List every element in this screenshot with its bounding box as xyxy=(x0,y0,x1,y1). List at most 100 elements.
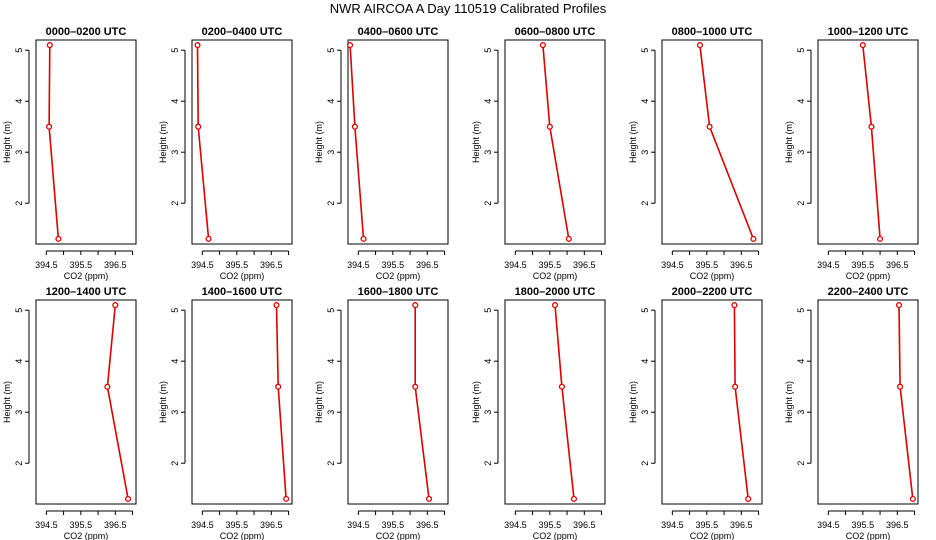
y-tick-label: 5 xyxy=(170,308,180,313)
x-tick-label: 395.5 xyxy=(539,260,562,270)
chart-title: 0400–0600 UTC xyxy=(358,26,439,38)
x-axis-label: CO2 (ppm) xyxy=(690,531,735,540)
chart-title: 1800–2000 UTC xyxy=(515,286,596,298)
y-tick-label: 5 xyxy=(14,308,24,313)
x-tick-label: 395.5 xyxy=(539,520,562,530)
y-tick-label: 5 xyxy=(483,48,493,53)
y-tick-label: 4 xyxy=(796,99,806,104)
y-tick-label: 3 xyxy=(326,150,336,155)
plot-frame xyxy=(191,299,293,505)
x-tick-label: 394.5 xyxy=(35,260,58,270)
profile-line xyxy=(898,305,914,499)
y-tick-label: 5 xyxy=(14,48,24,53)
y-tick-label: 3 xyxy=(14,150,24,155)
y-axis-label: Height (m) xyxy=(158,381,168,423)
x-tick-label: 395.5 xyxy=(382,260,405,270)
y-axis-label: Height (m) xyxy=(628,381,638,423)
y-tick-label: 2 xyxy=(14,201,24,206)
y-tick-label: 2 xyxy=(14,461,24,466)
data-point xyxy=(696,42,703,49)
data-point xyxy=(732,383,739,390)
profile-line xyxy=(349,45,365,239)
data-point xyxy=(55,235,62,242)
x-axis-label: CO2 (ppm) xyxy=(376,531,421,540)
chart-title: 0000–0200 UTC xyxy=(46,26,127,38)
x-axis-label: CO2 (ppm) xyxy=(690,271,735,281)
page-title: NWR AIRCOA A Day 110519 Calibrated Profi… xyxy=(329,1,607,16)
plot-frame xyxy=(35,299,137,505)
data-point xyxy=(877,235,884,242)
profile-line xyxy=(699,45,755,240)
data-point xyxy=(194,42,201,49)
x-tick-label: 396.5 xyxy=(104,260,127,270)
y-tick-label: 4 xyxy=(796,359,806,364)
y-tick-label: 2 xyxy=(483,461,493,466)
profile-line xyxy=(862,45,881,239)
x-tick-label: 395.5 xyxy=(226,260,249,270)
y-tick-label: 5 xyxy=(326,48,336,53)
y-tick-label: 3 xyxy=(170,150,180,155)
x-tick-label: 394.5 xyxy=(347,260,370,270)
y-tick-label: 4 xyxy=(14,359,24,364)
x-tick-label: 394.5 xyxy=(817,520,840,530)
plot-frame xyxy=(347,299,449,505)
x-tick-label: 396.5 xyxy=(730,260,753,270)
profile-line xyxy=(554,305,575,499)
data-point xyxy=(745,495,752,502)
x-tick-label: 396.5 xyxy=(573,520,596,530)
y-axis-label: Height (m) xyxy=(2,381,12,423)
plot-frame xyxy=(661,299,763,505)
y-tick-label: 3 xyxy=(326,410,336,415)
y-tick-label: 4 xyxy=(170,99,180,104)
x-axis-label: CO2 (ppm) xyxy=(64,531,109,540)
y-tick-label: 2 xyxy=(170,461,180,466)
y-tick-label: 3 xyxy=(796,410,806,415)
data-point xyxy=(46,42,53,49)
data-point xyxy=(546,123,553,130)
chart-title: 1000–1200 UTC xyxy=(828,26,909,38)
data-point xyxy=(425,495,433,502)
data-point xyxy=(412,302,419,309)
y-tick-label: 2 xyxy=(483,201,493,206)
x-tick-label: 394.5 xyxy=(661,260,684,270)
y-axis-label: Height (m) xyxy=(314,121,324,163)
x-tick-label: 395.5 xyxy=(70,260,93,270)
x-axis-label: CO2 (ppm) xyxy=(64,271,109,281)
plot-frame xyxy=(504,299,606,505)
data-point xyxy=(558,383,565,390)
profile-line xyxy=(196,45,210,239)
data-point xyxy=(360,235,367,242)
x-tick-label: 395.5 xyxy=(70,520,93,530)
data-point xyxy=(351,123,358,130)
x-tick-label: 395.5 xyxy=(852,260,875,270)
x-tick-label: 396.5 xyxy=(886,260,909,270)
x-tick-label: 396.5 xyxy=(573,260,596,270)
chart-title: 1200–1400 UTC xyxy=(46,286,127,298)
chart-title: 1600–1800 UTC xyxy=(358,286,439,298)
y-tick-label: 2 xyxy=(640,201,650,206)
x-axis-label: CO2 (ppm) xyxy=(533,531,578,540)
y-axis-label: Height (m) xyxy=(2,121,12,163)
x-tick-label: 394.5 xyxy=(504,520,527,530)
chart-title: 2000–2200 UTC xyxy=(672,286,753,298)
data-point xyxy=(195,123,202,130)
x-axis-label: CO2 (ppm) xyxy=(376,271,421,281)
x-axis-label: CO2 (ppm) xyxy=(846,531,891,540)
y-axis-label: Height (m) xyxy=(471,121,481,163)
x-tick-label: 395.5 xyxy=(696,520,719,530)
y-axis-label: Height (m) xyxy=(784,381,794,423)
plot-frame xyxy=(504,39,606,245)
y-tick-label: 4 xyxy=(326,99,336,104)
x-tick-label: 396.5 xyxy=(104,520,127,530)
